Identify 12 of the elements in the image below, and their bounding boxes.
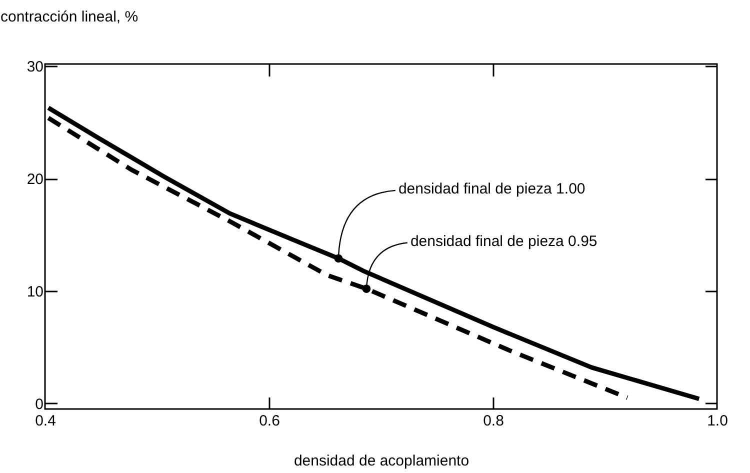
y-axis-title: contracción lineal, % (0, 8, 138, 26)
annotation: densidad final de pieza 0.95 (410, 232, 598, 250)
x-tick-label: 1.0 (707, 412, 728, 430)
y-tick-label: 20 (26, 171, 44, 188)
x-tick-label: 0.6 (259, 412, 280, 430)
y-tick-label: 30 (26, 58, 44, 76)
x-axis-title: densidad de acoplamiento (294, 452, 470, 470)
y-tick-label: 0 (35, 396, 44, 413)
x-tick-label: 0.4 (35, 412, 56, 430)
annotation: densidad final de pieza 1.00 (398, 180, 586, 198)
x-tick-label: 0.8 (483, 412, 504, 430)
y-tick-label: 10 (26, 284, 44, 301)
